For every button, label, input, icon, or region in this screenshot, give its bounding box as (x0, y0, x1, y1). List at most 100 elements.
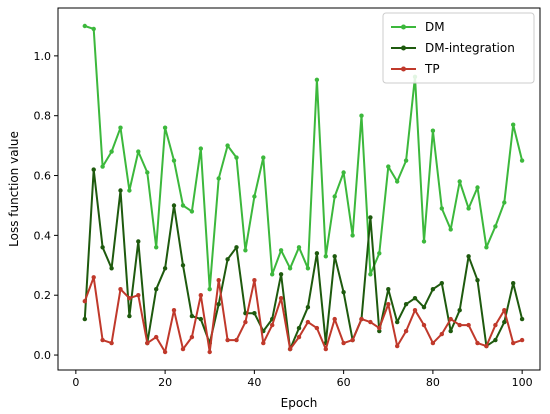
data-point (207, 349, 212, 355)
legend-label: TP (424, 62, 440, 76)
data-point (395, 319, 400, 325)
data-point (457, 308, 462, 313)
x-tick-label: 100 (512, 376, 533, 389)
data-point (189, 334, 195, 340)
data-point (216, 278, 221, 283)
y-tick-label: 0.4 (34, 229, 52, 242)
data-point (91, 275, 96, 280)
data-point (502, 319, 507, 325)
data-point (100, 337, 105, 343)
data-point (412, 296, 418, 301)
data-point (207, 287, 212, 292)
data-point (82, 299, 88, 304)
data-point (377, 251, 382, 256)
data-point (154, 245, 159, 250)
data-point (225, 257, 230, 262)
data-point (216, 302, 221, 307)
data-point (189, 313, 195, 319)
data-point (439, 206, 444, 211)
data-point (171, 203, 177, 208)
data-point (278, 296, 284, 301)
data-point (270, 272, 275, 277)
data-point (305, 266, 311, 271)
data-point (82, 23, 88, 29)
data-point (332, 194, 337, 199)
data-point (386, 302, 391, 307)
data-point (323, 346, 328, 352)
data-point (314, 251, 320, 256)
data-point (403, 302, 409, 307)
data-point (475, 340, 480, 346)
y-tick-label: 0.6 (34, 170, 52, 183)
data-point (457, 322, 462, 328)
data-point (109, 266, 114, 271)
data-point (198, 293, 203, 298)
data-point (234, 155, 239, 160)
data-point (377, 325, 382, 331)
y-tick-label: 0.8 (34, 110, 52, 123)
data-point (100, 245, 105, 250)
data-point (278, 248, 284, 253)
data-point (332, 316, 337, 322)
legend-marker (401, 66, 406, 72)
data-point (261, 155, 266, 160)
data-point (216, 176, 221, 181)
data-point (278, 272, 284, 277)
data-point (466, 254, 471, 259)
data-point (430, 128, 436, 133)
data-point (296, 334, 302, 340)
data-point (430, 340, 436, 346)
data-point (234, 245, 239, 250)
data-point (154, 287, 159, 292)
data-point (421, 239, 427, 244)
data-point (314, 77, 320, 83)
data-point (511, 122, 516, 127)
data-point (252, 278, 257, 283)
x-tick-label: 80 (426, 376, 440, 389)
data-point (243, 319, 248, 325)
x-tick-label: 40 (247, 376, 261, 389)
data-point (180, 346, 186, 352)
data-point (350, 233, 355, 238)
data-point (448, 227, 453, 232)
data-point (189, 209, 195, 214)
data-point (519, 337, 525, 343)
data-point (341, 290, 346, 295)
data-point (162, 349, 168, 355)
data-point (386, 287, 391, 292)
data-point (198, 316, 203, 322)
data-point (493, 337, 498, 343)
data-point (395, 179, 400, 184)
legend: DM DM-integration TP (382, 12, 535, 84)
plot-area-frame (57, 7, 541, 371)
data-point (502, 308, 507, 313)
data-point (386, 164, 391, 169)
data-point (466, 206, 471, 211)
data-point (305, 305, 311, 310)
data-point (261, 340, 266, 346)
data-point (475, 185, 480, 190)
data-point (145, 170, 150, 175)
data-point (403, 158, 409, 163)
data-point (484, 343, 489, 349)
y-tick-label: 0.0 (34, 349, 52, 362)
data-point (243, 248, 248, 253)
legend-marker (401, 24, 406, 30)
x-axis-label: Epoch (281, 396, 318, 410)
legend-label: DM (425, 20, 445, 34)
data-point (395, 343, 400, 349)
data-point (314, 325, 320, 331)
data-point (368, 319, 373, 325)
data-point (421, 322, 427, 328)
data-point (439, 281, 444, 286)
data-point (234, 337, 239, 343)
data-point (118, 287, 123, 292)
data-point (252, 311, 257, 316)
data-point (82, 316, 88, 322)
data-point (439, 331, 444, 337)
data-point (457, 179, 462, 184)
data-point (412, 308, 418, 313)
data-point (368, 272, 373, 277)
data-point (225, 143, 230, 148)
